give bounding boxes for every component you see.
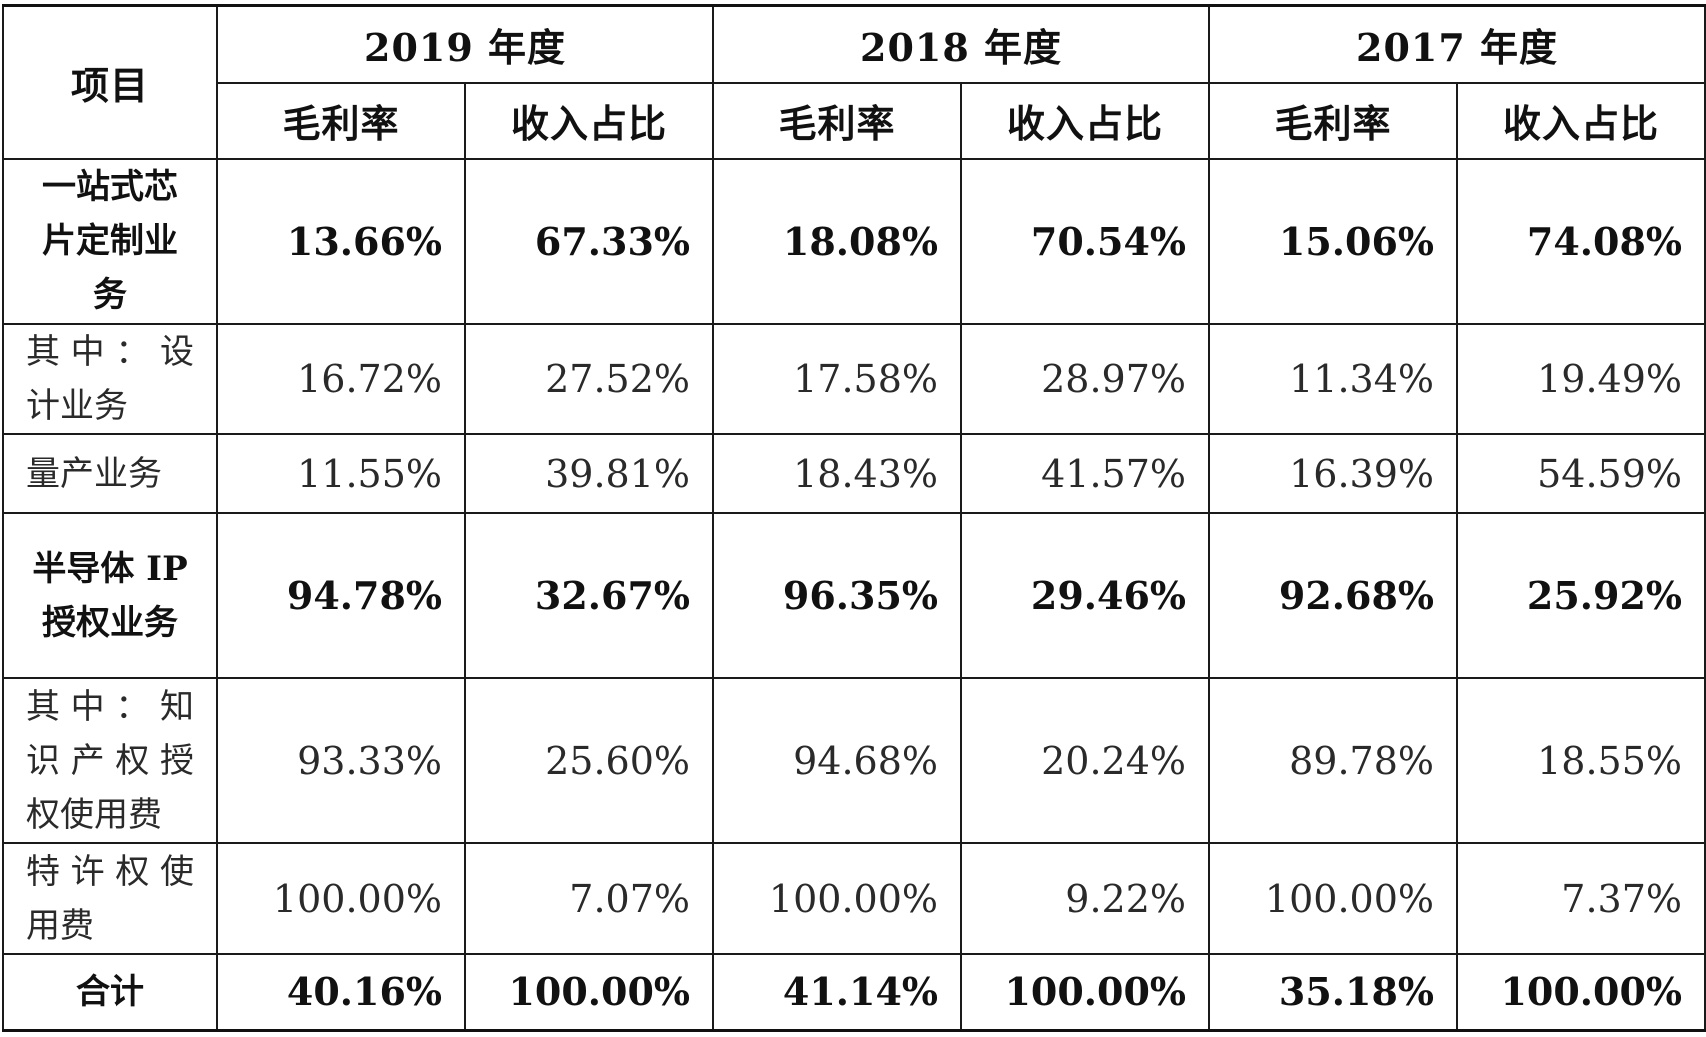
table-cell: 27.52% [464, 322, 714, 436]
table-cell: 93.33% [216, 677, 466, 845]
subheader-gross-margin: 毛利率 [712, 82, 962, 160]
table-row: 量产业务 11.55% 39.81% 18.43% 41.57% 16.39% … [2, 433, 1706, 514]
table-cell: 32.67% [464, 511, 714, 680]
table-cell: 89.78% [1208, 677, 1458, 845]
table-cell: 15.06% [1208, 157, 1458, 325]
table-cell: 100.00% [712, 842, 962, 955]
table-cell: 16.72% [216, 322, 466, 436]
row-label: 其中：知识产权授权使用费 [2, 677, 218, 845]
table-cell: 18.08% [712, 157, 962, 325]
table-cell: 100.00% [464, 952, 714, 1032]
header-row-years: 项目 2019 年度 2018 年度 2017 年度 [2, 3, 1706, 160]
table-cell: 70.54% [960, 157, 1210, 325]
row-label: 合计 [2, 952, 218, 1032]
table-cell: 25.92% [1456, 511, 1706, 680]
table-cell: 67.33% [464, 157, 714, 325]
header-row-metrics: 毛利率 收入占比 毛利率 收入占比 毛利率 收入占比 [3, 82, 1706, 160]
table-row-total: 合计 40.16% 100.00% 41.14% 100.00% 35.18% … [2, 952, 1706, 1032]
row-label: 半导体 IP 授权业务 [2, 511, 218, 680]
subheader-gross-margin: 毛利率 [1208, 82, 1458, 160]
subheader-revenue-share: 收入占比 [464, 82, 714, 160]
gross-margin-table: 项目 2019 年度 2018 年度 2017 年度 毛利率 收入占比 毛利率 … [2, 3, 1706, 1032]
table-row: 特许权使用费 100.00% 7.07% 100.00% 9.22% 100.0… [2, 842, 1706, 955]
table-cell: 18.43% [712, 433, 962, 514]
table-cell: 41.57% [960, 433, 1210, 514]
table-cell: 94.68% [712, 677, 962, 845]
table-cell: 94.78% [216, 511, 466, 680]
table-row: 半导体 IP 授权业务 94.78% 32.67% 96.35% 29.46% … [2, 511, 1706, 680]
table-cell: 39.81% [464, 433, 714, 514]
header-item: 项目 [2, 3, 218, 160]
table-cell: 13.66% [216, 157, 466, 325]
table-cell: 28.97% [960, 322, 1210, 436]
table-cell: 96.35% [712, 511, 962, 680]
table-cell: 25.60% [464, 677, 714, 845]
table-row: 其中：知识产权授权使用费 93.33% 25.60% 94.68% 20.24%… [2, 677, 1706, 845]
table-cell: 100.00% [1208, 842, 1458, 955]
row-label: 其中：设计业务 [2, 322, 218, 436]
table-cell: 7.07% [464, 842, 714, 955]
table-cell: 40.16% [216, 952, 466, 1032]
table-cell: 35.18% [1208, 952, 1458, 1032]
header-year-2017: 2017 年度 [1208, 4, 1706, 85]
row-label: 量产业务 [2, 433, 218, 514]
table-row: 其中：设计业务 16.72% 27.52% 17.58% 28.97% 11.3… [2, 322, 1706, 436]
table-cell: 92.68% [1208, 511, 1458, 680]
table-cell: 11.34% [1208, 322, 1458, 436]
table-cell: 100.00% [1456, 952, 1706, 1032]
table-row: 一站式芯片定制业务 13.66% 67.33% 18.08% 70.54% 15… [2, 157, 1706, 325]
row-label: 一站式芯片定制业务 [2, 157, 218, 325]
table-cell: 11.55% [216, 433, 466, 514]
table-cell: 9.22% [960, 842, 1210, 955]
table-cell: 54.59% [1456, 433, 1706, 514]
subheader-revenue-share: 收入占比 [1456, 82, 1706, 160]
header-year-2019: 2019 年度 [216, 4, 714, 85]
table-cell: 74.08% [1456, 157, 1706, 325]
table-cell: 29.46% [960, 511, 1210, 680]
table-cell: 18.55% [1456, 677, 1706, 845]
header-year-2018: 2018 年度 [712, 4, 1210, 85]
table-cell: 19.49% [1456, 322, 1706, 436]
subheader-revenue-share: 收入占比 [960, 82, 1210, 160]
table-cell: 20.24% [960, 677, 1210, 845]
table-cell: 41.14% [712, 952, 962, 1032]
table-cell: 16.39% [1208, 433, 1458, 514]
table-cell: 17.58% [712, 322, 962, 436]
table-cell: 100.00% [216, 842, 466, 955]
table-cell: 7.37% [1456, 842, 1706, 955]
row-label: 特许权使用费 [2, 842, 218, 955]
table-cell: 100.00% [960, 952, 1210, 1032]
subheader-gross-margin: 毛利率 [216, 82, 466, 160]
